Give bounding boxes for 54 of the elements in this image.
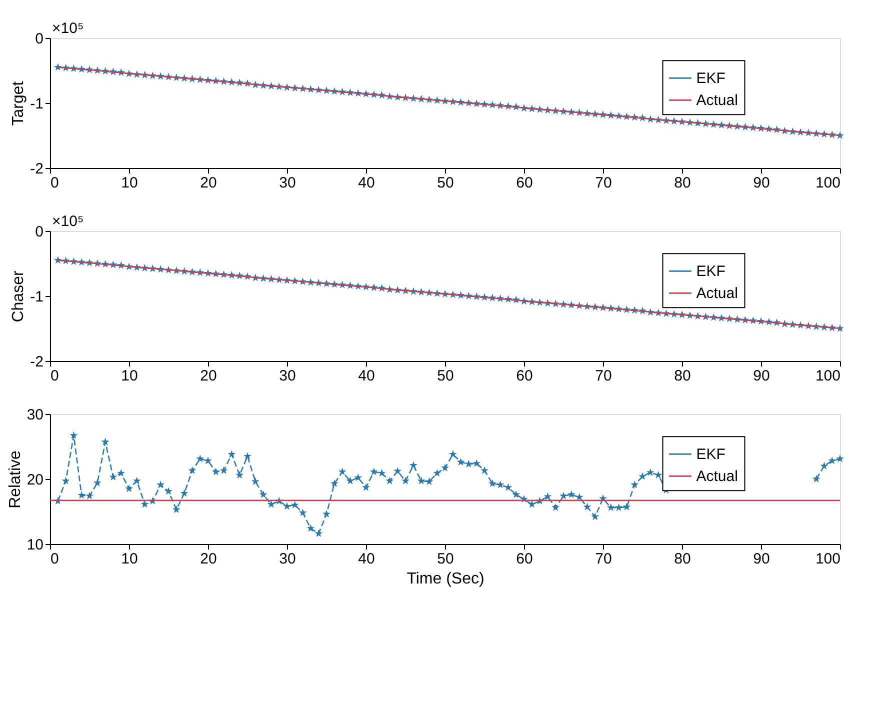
x-tick-label: 70 <box>595 174 612 192</box>
x-tick-label: 60 <box>516 174 533 192</box>
legend-label: EKF <box>696 446 726 464</box>
y-tick-label: -2 <box>30 160 44 178</box>
x-tick-label: 100 <box>815 550 840 568</box>
x-tick-label: 0 <box>50 174 59 192</box>
legend-label: EKF <box>696 70 726 88</box>
y-tick-label: 0 <box>35 224 44 240</box>
x-tick-label: 0 <box>50 550 59 568</box>
x-tick-label: 60 <box>516 368 533 384</box>
y-tick-label: -1 <box>30 288 44 306</box>
x-tick-label: 50 <box>437 550 454 568</box>
x-tick-label: 90 <box>753 368 770 384</box>
x-tick-label: 40 <box>358 550 375 568</box>
x-tick-label: 50 <box>437 368 454 384</box>
x-axis-title: Time (Sec) <box>406 570 484 588</box>
x-tick-label: 60 <box>516 550 533 568</box>
y-tick-label: 30 <box>26 406 44 424</box>
y-axis-title: Target <box>10 80 28 126</box>
text: ×10⁵ <box>52 20 84 37</box>
x-tick-label: 80 <box>674 550 691 568</box>
x-tick-label: 20 <box>200 550 217 568</box>
y-tick-label: 10 <box>26 536 44 554</box>
x-tick-label: 10 <box>121 368 138 384</box>
x-tick-label: 10 <box>121 550 138 568</box>
x-tick-label: 20 <box>200 174 217 192</box>
x-tick-label: 0 <box>50 368 59 384</box>
x-tick-label: 90 <box>753 174 770 192</box>
legend-label: Actual <box>696 92 738 110</box>
x-tick-label: 70 <box>595 550 612 568</box>
x-tick-label: 40 <box>358 174 375 192</box>
x-tick-label: 10 <box>121 174 138 192</box>
legend-label: EKF <box>696 263 726 280</box>
legend-label: Actual <box>696 285 738 302</box>
x-tick-label: 30 <box>279 368 296 384</box>
x-tick-label: 100 <box>815 174 840 192</box>
x-tick-label: 80 <box>674 368 691 384</box>
y-tick-label: -2 <box>30 354 44 370</box>
x-tick-label: 90 <box>753 550 770 568</box>
x-tick-label: 50 <box>437 174 454 192</box>
x-tick-label: 80 <box>674 174 691 192</box>
x-tick-label: 30 <box>279 550 296 568</box>
y-tick-label: 0 <box>35 30 44 48</box>
y-tick-label: 20 <box>26 472 44 488</box>
x-tick-label: 40 <box>358 368 375 384</box>
x-tick-label: 70 <box>595 368 612 384</box>
y-tick-label: -1 <box>30 96 44 112</box>
text: ×10⁵ <box>52 213 84 230</box>
y-axis-title: Relative <box>6 450 24 508</box>
x-tick-label: 30 <box>279 174 296 192</box>
x-tick-label: 100 <box>815 368 840 384</box>
y-axis-title: Chaser <box>10 270 28 322</box>
x-tick-label: 20 <box>200 368 217 384</box>
legend-label: Actual <box>696 468 738 486</box>
